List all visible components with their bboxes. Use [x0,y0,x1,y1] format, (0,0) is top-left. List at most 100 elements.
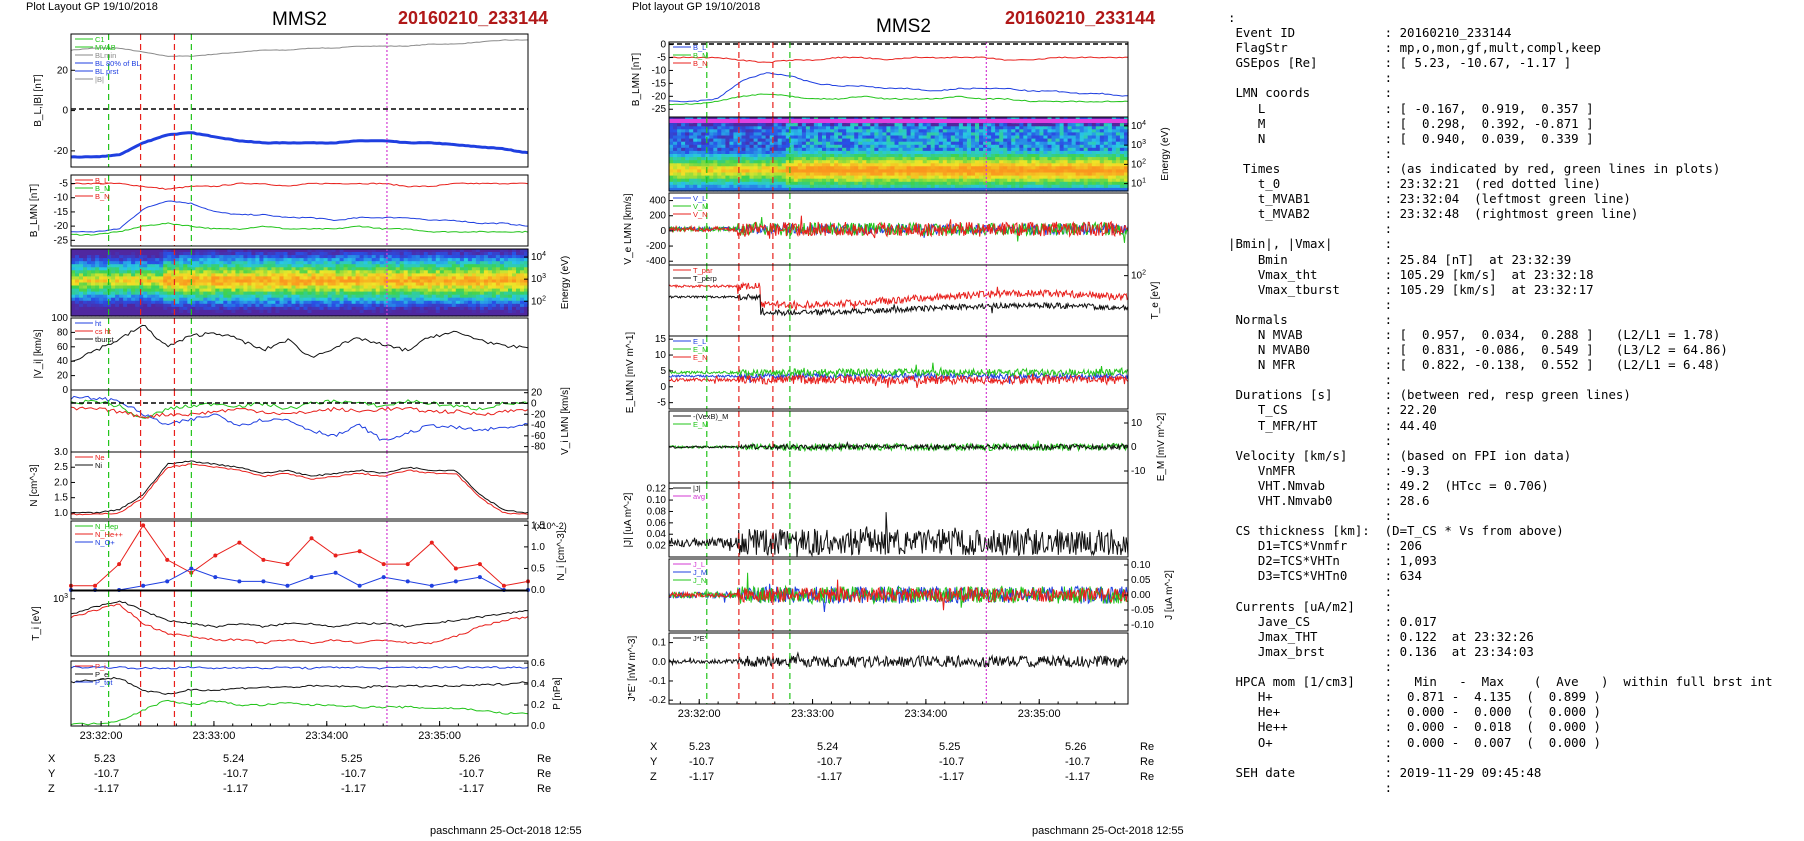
spectrogram-cell [75,282,80,287]
spectrogram-cell [231,252,236,256]
spectrogram-cell [307,249,313,253]
spectrogram-cell [199,261,204,265]
spectrogram-cell [79,313,84,317]
spectrogram-cell [171,300,176,305]
spectrogram-cell [387,258,393,262]
spectrogram-cell [483,309,489,314]
spectrogram-cell [399,285,405,290]
spectrogram-cell [399,267,405,271]
spectrogram-cell [283,285,289,290]
spectrogram-cell [99,288,104,293]
spectrogram-cell [199,282,204,287]
spectrogram-cell [279,267,285,271]
spectrogram-cell [203,273,208,277]
spectrogram-cell [167,249,172,253]
spectrogram-cell [159,279,164,284]
spectrogram-cell [471,249,477,253]
spectrogram-cell [479,261,485,265]
spectrogram-cell [251,249,256,253]
spectrogram-cell [295,273,301,277]
spectrogram-cell [119,279,124,284]
spectrogram-cell [343,297,349,302]
series-BL-line [668,56,1129,64]
spectrogram-cell [187,313,192,317]
spectrogram-cell [516,255,521,259]
spectrogram-cell [279,291,285,296]
spectrogram-cell [383,297,389,302]
spectrogram-cell [483,279,489,284]
spectrogram-cell [451,291,457,296]
spectrogram-cell [307,261,313,265]
spectrogram-cell [235,294,240,299]
spectrogram-cell [459,270,465,274]
series-BN-line [668,93,1129,106]
spectrogram-cell [295,252,301,256]
spectrogram-cell [259,291,264,296]
spectrogram-cell [127,309,132,314]
spectrogram-cell [391,273,397,277]
spectrogram-cell [323,255,329,259]
spectrogram-cell [199,258,204,262]
spectrogram-cell [115,303,120,308]
spectrogram-cell [395,276,401,280]
spectrogram-cell [143,270,148,274]
spectrogram-cell [415,291,421,296]
spectrogram-cell [403,249,409,253]
spectrogram-cell [123,303,128,308]
spectrogram-cell [499,276,505,280]
spectrogram-cell [207,273,212,277]
spectrogram-cell [127,252,132,256]
spectrogram-cell [303,288,309,293]
spectrogram-cell [319,270,325,274]
spectrogram-cell [171,264,176,268]
spectrogram-cell [271,267,276,271]
spectrogram-cell [395,288,401,293]
spectrogram-cell [391,249,397,253]
spectrogram-cell [159,282,164,287]
spectrogram-cell [291,297,297,302]
spectrogram-cell [87,300,92,305]
spectrogram-cell [467,279,473,284]
spectrogram-cell [463,285,469,290]
spectrogram-cell [231,297,236,302]
spectrogram-cell [491,258,497,262]
spectrogram-cell [343,255,349,259]
spectrogram-cell [287,258,293,262]
spectrogram-cell [255,276,260,280]
spectrogram-cell [395,258,401,262]
spectrogram-cell [211,294,216,299]
spectrogram-cell [524,258,529,262]
spectrogram-cell [403,285,409,290]
spectrogram-cell [271,297,276,302]
spectrogram-cell [211,279,216,284]
spectrogram-cell [307,313,313,317]
spectrogram-cell [71,249,76,253]
spectrogram-cell [159,276,164,280]
spectrogram-cell [343,252,349,256]
spectrogram-cell [123,270,128,274]
spectrogram-cell [335,255,341,259]
spectrogram-cell [99,276,104,280]
spectrogram-cell [495,273,501,277]
spectrogram-cell [303,294,309,299]
spectrogram-cell [279,285,285,290]
spectrogram-cell [512,279,517,284]
spectrogram-cell [427,252,433,256]
spectrogram-cell [207,258,212,262]
spectrogram-cell [343,313,349,317]
spectrogram-cell [343,273,349,277]
spectrogram-cell [439,285,445,290]
spectrogram-cell [375,288,381,293]
spectrogram-cell [99,291,104,296]
spectrogram-cell [195,279,200,284]
y-axis-label: B_LMN [nT] [631,53,642,107]
spectrogram-cell [455,306,461,311]
spectrogram-cell [79,309,84,314]
spectrogram-cell [371,285,377,290]
spectrogram-cell [359,276,365,280]
spectrogram-cell [267,288,272,293]
spectrogram-cell [419,255,425,259]
spectrogram-cell [255,303,260,308]
spectrogram-cell [167,294,172,299]
spectrogram-cell [471,300,477,305]
